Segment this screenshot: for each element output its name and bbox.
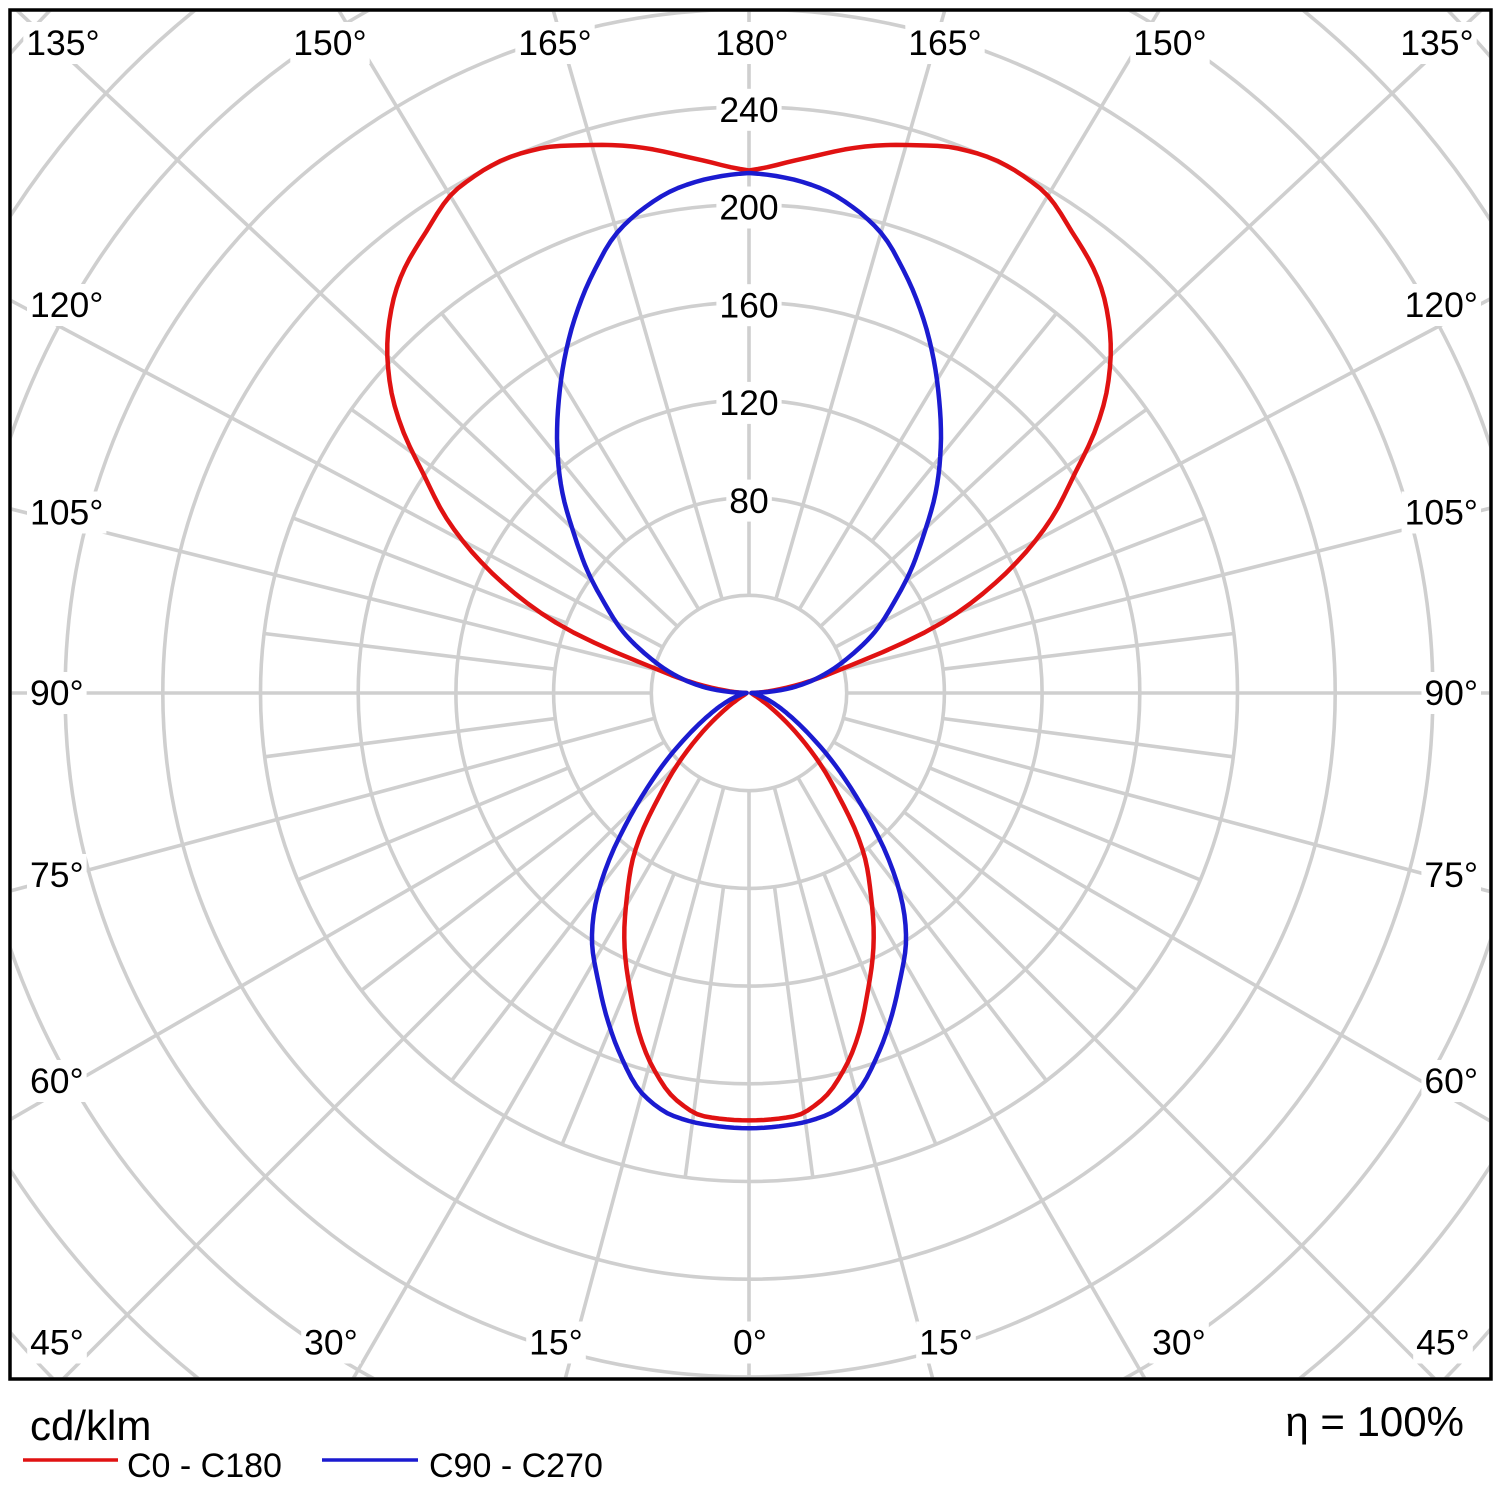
svg-text:75°: 75° — [1424, 855, 1478, 895]
svg-text:C90 - C270: C90 - C270 — [429, 1447, 603, 1485]
svg-text:15°: 15° — [919, 1323, 973, 1363]
svg-text:240: 240 — [719, 90, 778, 130]
svg-text:30°: 30° — [304, 1323, 358, 1363]
svg-text:60°: 60° — [30, 1061, 84, 1101]
svg-text:45°: 45° — [1416, 1323, 1470, 1363]
svg-text:120°: 120° — [30, 285, 103, 325]
svg-text:105°: 105° — [1405, 493, 1478, 533]
svg-text:120: 120 — [719, 383, 778, 423]
svg-text:cd/klm: cd/klm — [30, 1402, 151, 1449]
svg-text:45°: 45° — [30, 1323, 84, 1363]
svg-text:135°: 135° — [1400, 23, 1473, 63]
svg-text:75°: 75° — [30, 855, 84, 895]
svg-text:90°: 90° — [1424, 673, 1478, 713]
svg-text:80: 80 — [729, 481, 769, 521]
svg-text:120°: 120° — [1405, 285, 1478, 325]
svg-text:160: 160 — [719, 285, 778, 325]
svg-text:150°: 150° — [293, 23, 366, 63]
svg-text:180°: 180° — [715, 23, 788, 63]
svg-text:135°: 135° — [26, 23, 99, 63]
svg-text:C0 - C180: C0 - C180 — [127, 1447, 282, 1485]
svg-text:60°: 60° — [1424, 1061, 1478, 1101]
svg-text:165°: 165° — [908, 23, 981, 63]
svg-text:150°: 150° — [1133, 23, 1206, 63]
svg-text:165°: 165° — [518, 23, 591, 63]
svg-text:30°: 30° — [1152, 1323, 1206, 1363]
svg-text:15°: 15° — [529, 1323, 583, 1363]
svg-text:105°: 105° — [30, 493, 103, 533]
svg-text:η = 100%: η = 100% — [1285, 1398, 1464, 1445]
svg-text:200: 200 — [719, 188, 778, 228]
svg-text:0°: 0° — [733, 1323, 767, 1363]
svg-text:90°: 90° — [30, 673, 84, 713]
